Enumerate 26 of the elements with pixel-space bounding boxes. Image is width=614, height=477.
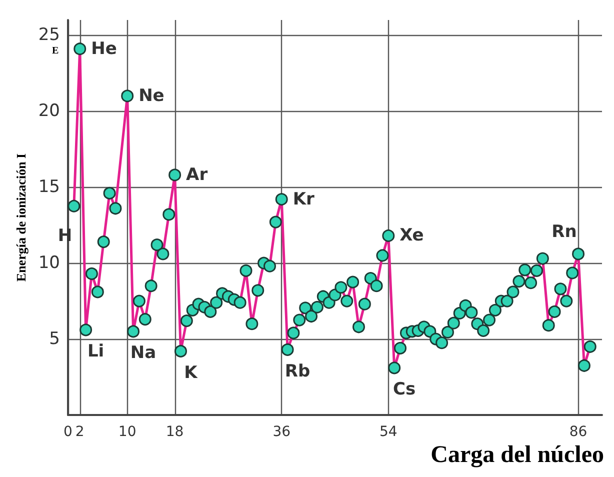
annotation: K <box>184 362 198 383</box>
y-tick-label: 15 <box>38 177 60 198</box>
annotation: Li <box>87 342 104 362</box>
annotation: Ar <box>186 164 208 185</box>
y-axis-title: Energía de ionización I <box>13 153 28 282</box>
annotation: Kr <box>292 189 316 210</box>
annotation: Xe <box>400 226 424 246</box>
x-tick-label: 2 <box>75 424 84 440</box>
x-tick-label: 0 <box>64 424 72 440</box>
y-tick-label: 25 <box>38 25 60 46</box>
y-tick-label: 10 <box>38 253 60 274</box>
x-tick-label: 10 <box>118 424 136 440</box>
annotation: Ne <box>138 86 164 106</box>
annotation: Cs <box>393 380 416 400</box>
y-tick-label: 5 <box>49 329 60 350</box>
x-tick-label: 36 <box>272 424 291 440</box>
annotation: Rb <box>284 361 310 382</box>
y-tick-label: 20 <box>38 101 60 122</box>
x-tick-label: 86 <box>569 424 588 440</box>
x-tick-label: 18 <box>166 424 184 440</box>
annotation: Rn <box>552 222 577 242</box>
annotation: Na <box>130 343 156 364</box>
annotation: He <box>91 38 117 59</box>
text: E <box>52 46 59 56</box>
x-axis-title: Carga del núcleo <box>430 442 604 468</box>
x-tick-label: 54 <box>379 424 398 440</box>
